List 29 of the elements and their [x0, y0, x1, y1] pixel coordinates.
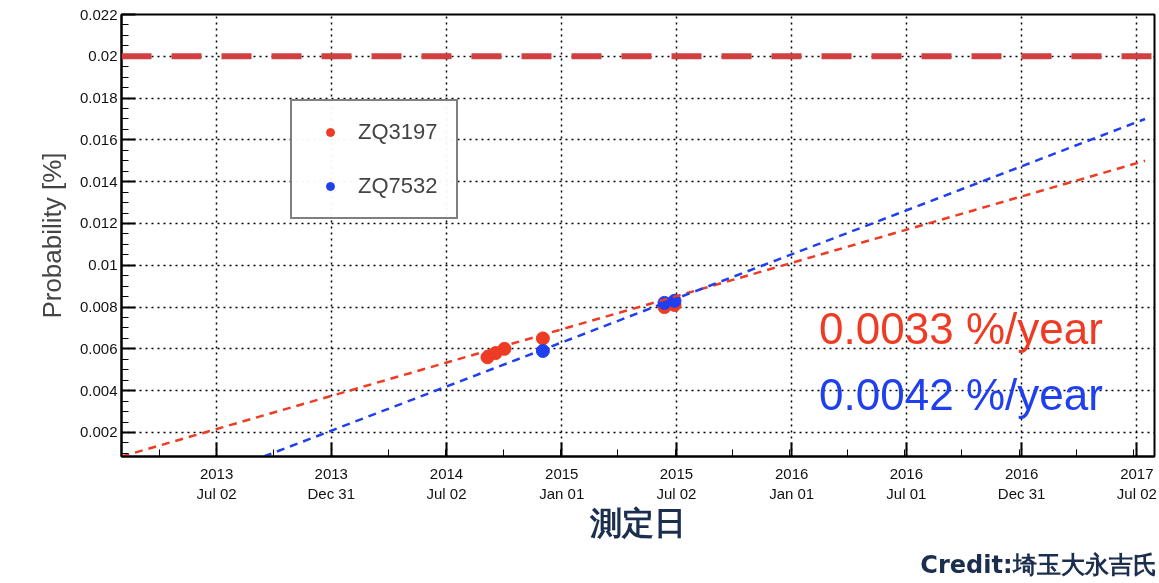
x-tick-label: 2014 Jul 02: [426, 464, 467, 502]
y-tick-label: 0.02: [88, 47, 118, 65]
x-tick-label: 2017 Jul 02: [1116, 464, 1157, 502]
y-tick-label: 0.014: [79, 172, 118, 190]
x-tick-label: 2016 Dec 31: [997, 464, 1046, 502]
x-tick-label: 2013 Dec 31: [307, 464, 356, 502]
y-tick-label: 0.012: [79, 214, 118, 232]
x-tick-label: 2013 Jul 02: [196, 464, 237, 502]
x-tick-label: 2016 Jan 01: [769, 464, 815, 502]
point: [497, 341, 512, 356]
annotation: 0.0033 %/year: [819, 303, 1103, 353]
y-tick-label: 0.004: [79, 381, 118, 399]
legend-label: ZQ3197: [358, 119, 438, 145]
x-tick-label: 2015 Jan 01: [539, 464, 585, 502]
y-tick-label: 0.016: [79, 130, 118, 148]
text: Credit:埼玉大永吉氏: [920, 550, 1157, 579]
y-tick-label: 0.006: [79, 339, 118, 357]
point: [535, 343, 550, 358]
x-axis-title: 測定日: [589, 504, 686, 541]
y-tick-label: 0.002: [79, 423, 118, 441]
y-tick-label: 0.018: [79, 89, 118, 107]
y-axis-title: Probability [%]: [36, 152, 67, 319]
annotation: 0.0042 %/year: [819, 370, 1103, 420]
y-tick-label: 0.022: [79, 5, 118, 23]
y-tick-label: 0.01: [88, 256, 118, 274]
x-tick-label: 2016 Jul 01: [886, 464, 927, 502]
x-tick-label: 2015 Jul 02: [656, 464, 697, 502]
y-tick-label: 0.008: [79, 298, 118, 316]
legend-label: ZQ7532: [358, 173, 438, 199]
